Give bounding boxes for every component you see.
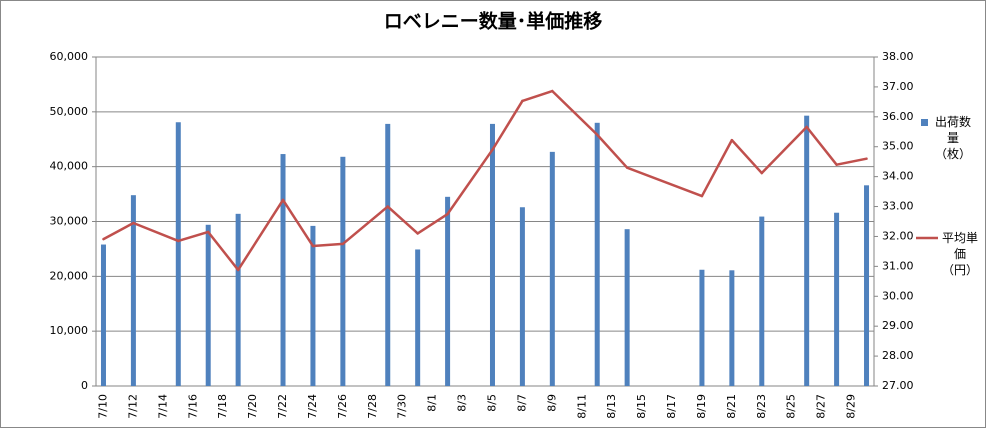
legend-label: 平均単価（円） bbox=[941, 231, 978, 277]
y2-tick-label: 27.00 bbox=[882, 379, 914, 392]
x-tick-label: 7/22 bbox=[276, 394, 289, 419]
x-tick-label: 8/7 bbox=[515, 394, 528, 412]
x-tick-label: 7/10 bbox=[96, 394, 109, 419]
line-segment bbox=[281, 198, 315, 248]
y2-tick-label: 35.00 bbox=[882, 140, 914, 153]
x-tick-label: 7/14 bbox=[156, 394, 169, 419]
x-tick-label: 7/12 bbox=[126, 394, 139, 419]
line-segment bbox=[311, 242, 345, 248]
y-tick-label: 20,000 bbox=[50, 269, 89, 282]
x-tick-label: 8/3 bbox=[456, 394, 469, 412]
y2-tick-label: 29.00 bbox=[882, 319, 914, 332]
x-tick-label: 8/13 bbox=[605, 394, 618, 419]
line-segment bbox=[805, 125, 838, 166]
line-segment bbox=[386, 205, 419, 235]
line-segment bbox=[132, 221, 180, 243]
bar bbox=[549, 151, 555, 386]
bar bbox=[624, 229, 630, 386]
bar bbox=[489, 123, 495, 386]
line-segment bbox=[446, 148, 494, 216]
x-tick-label: 8/19 bbox=[695, 394, 708, 419]
bar bbox=[445, 196, 451, 386]
y2-tick-label: 28.00 bbox=[882, 349, 914, 362]
x-tick-label: 8/29 bbox=[845, 394, 858, 419]
bar bbox=[130, 195, 136, 386]
x-tick-label: 8/5 bbox=[485, 394, 498, 412]
bar bbox=[100, 244, 106, 386]
bar bbox=[699, 269, 705, 386]
bar bbox=[235, 213, 241, 386]
bar bbox=[729, 270, 735, 386]
bar bbox=[594, 122, 600, 387]
line-segment bbox=[700, 138, 734, 198]
bar bbox=[804, 115, 810, 387]
x-tick-label: 8/11 bbox=[575, 394, 588, 419]
y2-tick-label: 36.00 bbox=[882, 110, 914, 123]
bar bbox=[175, 122, 181, 387]
bar bbox=[280, 154, 286, 386]
line-segment bbox=[551, 89, 599, 137]
y2-tick-label: 33.00 bbox=[882, 200, 914, 213]
line-segment bbox=[102, 221, 135, 241]
x-tick-label: 8/9 bbox=[545, 394, 558, 412]
y2-tick-label: 38.00 bbox=[882, 50, 914, 63]
bar bbox=[310, 225, 316, 386]
y-tick-label: 60,000 bbox=[50, 50, 89, 63]
x-tick-label: 8/15 bbox=[635, 394, 648, 419]
line-segment bbox=[177, 230, 210, 243]
x-tick-label: 8/17 bbox=[665, 394, 678, 419]
line-segment bbox=[341, 205, 389, 246]
x-tick-label: 7/28 bbox=[366, 394, 379, 419]
y2-tick-label: 37.00 bbox=[882, 80, 914, 93]
y2-tick-label: 30.00 bbox=[882, 289, 914, 302]
bar bbox=[415, 249, 421, 386]
y2-tick-label: 31.00 bbox=[882, 259, 914, 272]
y2-tick-label: 34.00 bbox=[882, 170, 914, 183]
line-segment bbox=[760, 125, 808, 175]
y-tick-label: 10,000 bbox=[50, 324, 89, 337]
line-segment bbox=[521, 89, 554, 103]
line-segment bbox=[236, 198, 285, 272]
bar bbox=[864, 185, 870, 386]
legend-swatch bbox=[921, 119, 928, 126]
bar bbox=[205, 224, 211, 386]
x-tick-label: 7/24 bbox=[306, 394, 319, 419]
y-tick-label: 40,000 bbox=[50, 160, 89, 173]
x-tick-label: 7/30 bbox=[396, 394, 409, 419]
x-tick-label: 8/25 bbox=[785, 394, 798, 419]
line-segment bbox=[625, 166, 704, 198]
x-tick-label: 8/21 bbox=[725, 394, 738, 419]
x-tick-label: 8/1 bbox=[426, 394, 439, 412]
line-segment bbox=[206, 230, 240, 272]
bar bbox=[759, 216, 765, 386]
bar bbox=[834, 212, 840, 386]
chart-title: ロベレニー数量･単価推移 bbox=[384, 10, 603, 33]
y2-tick-label: 32.00 bbox=[882, 229, 914, 242]
line-segment bbox=[730, 138, 764, 175]
bar bbox=[519, 207, 525, 386]
y-tick-label: 0 bbox=[81, 379, 88, 392]
y-tick-label: 30,000 bbox=[50, 215, 89, 228]
x-tick-label: 8/23 bbox=[755, 394, 768, 419]
legend-label: 出荷数量（枚） bbox=[934, 115, 971, 161]
line-segment bbox=[491, 99, 524, 151]
x-tick-label: 8/27 bbox=[815, 394, 828, 419]
x-tick-label: 7/26 bbox=[336, 394, 349, 419]
line-segment bbox=[595, 133, 629, 169]
bar bbox=[385, 123, 391, 386]
x-tick-label: 7/20 bbox=[246, 394, 259, 419]
x-tick-label: 7/16 bbox=[186, 394, 199, 419]
line-segment bbox=[835, 157, 868, 166]
y-tick-label: 50,000 bbox=[50, 105, 89, 118]
x-tick-label: 7/18 bbox=[216, 394, 229, 419]
bar bbox=[340, 156, 346, 386]
line-segment bbox=[416, 212, 449, 235]
